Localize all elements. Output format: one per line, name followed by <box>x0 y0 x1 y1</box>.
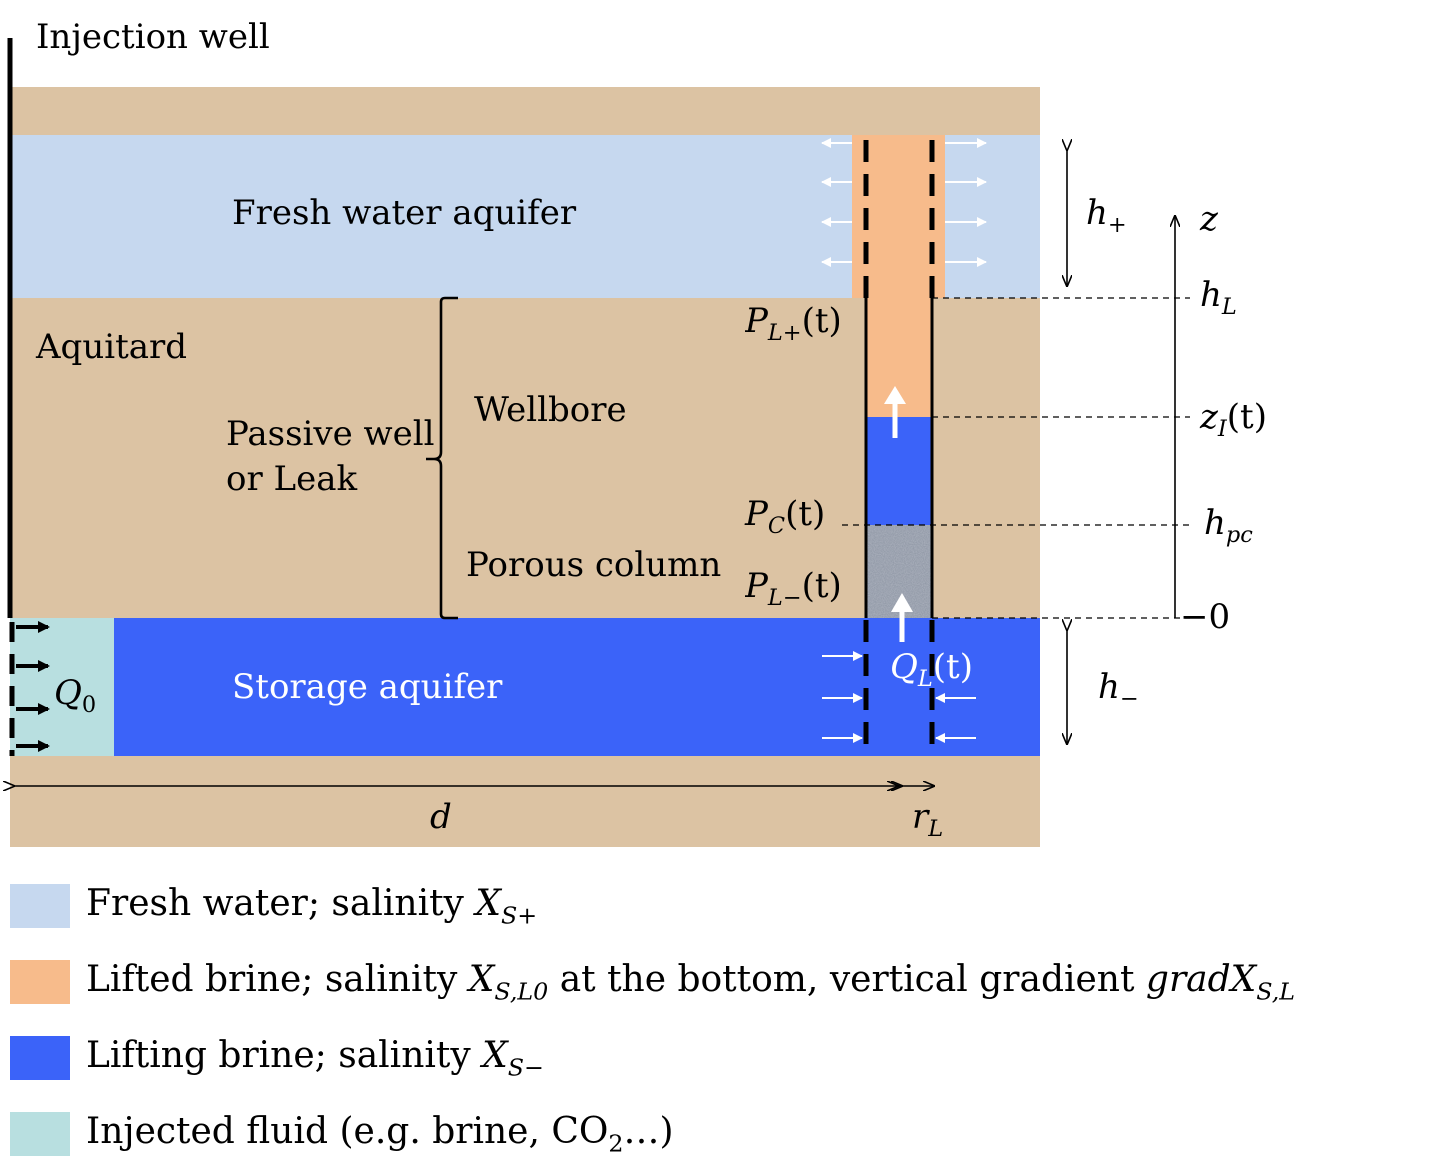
upflow-arrows <box>884 386 913 642</box>
legend-text-lifting-brine: Lifting brine; salinity XS− <box>86 1034 544 1082</box>
h-minus-symbol: h− <box>1098 667 1139 712</box>
lifting-brine-column <box>866 417 932 525</box>
Q-0-symbol: Q0 <box>54 673 97 718</box>
legend-swatch-lifting-brine <box>10 1036 70 1080</box>
z-I-symbol: zI(t) <box>1200 397 1267 442</box>
reference-lines <box>842 297 1190 619</box>
wellbore-label: Wellbore <box>474 390 627 430</box>
storage-aquifer-label: Storage aquifer <box>232 667 503 707</box>
legend-text-injected-fluid: Injected fluid (e.g. brine, CO2…) <box>86 1110 674 1158</box>
injection-arrows <box>16 621 50 752</box>
passive-well-label-line1: Passive well <box>226 414 435 454</box>
P-L-minus-symbol: PL−(t) <box>745 569 839 610</box>
Q-L-symbol: QL(t) <box>890 647 973 692</box>
legend-swatch-lifted-brine <box>10 960 70 1004</box>
storage-aquifer-layer <box>10 618 1040 756</box>
legend-text-fresh-water: Fresh water; salinity XS+ <box>86 882 538 930</box>
inflow-arrows <box>822 651 976 743</box>
h-L-symbol: hL <box>1200 275 1237 320</box>
injection-well-title: Injection well <box>36 17 270 57</box>
d-symbol: d <box>430 797 452 837</box>
legend-text-lifted-brine: Lifted brine; salinity XS,L0 at the bott… <box>86 958 1296 1006</box>
aquitard-label: Aquitard <box>36 327 188 367</box>
legend-fresh-water: Fresh water; salinity XS+ <box>10 882 538 930</box>
h-plus-symbol: h+ <box>1086 193 1127 238</box>
injected-fluid-zone <box>10 618 114 756</box>
P-L-plus-symbol: PL+(t) <box>745 304 839 345</box>
z-axis-label: z <box>1200 199 1218 239</box>
legend-swatch-injected-fluid <box>10 1112 70 1156</box>
r-L-symbol: rL <box>912 797 944 842</box>
legend-injected-fluid: Injected fluid (e.g. brine, CO2…) <box>10 1110 674 1158</box>
legend-lifted-brine: Lifted brine; salinity XS,L0 at the bott… <box>10 958 1296 1006</box>
porous-column-label: Porous column <box>466 545 722 585</box>
legend-swatch-fresh-water <box>10 884 70 928</box>
passive-well-label-line2: or Leak <box>226 459 358 499</box>
zero-label: −0 <box>1180 597 1231 637</box>
fresh-water-aquifer-label: Fresh water aquifer <box>232 193 577 233</box>
legend-lifting-brine: Lifting brine; salinity XS− <box>10 1034 544 1082</box>
h-pc-symbol: hpc <box>1204 503 1253 548</box>
P-C-symbol: PC(t) <box>745 494 826 539</box>
passive-well-brace <box>426 296 458 620</box>
outflow-arrows <box>821 138 987 267</box>
